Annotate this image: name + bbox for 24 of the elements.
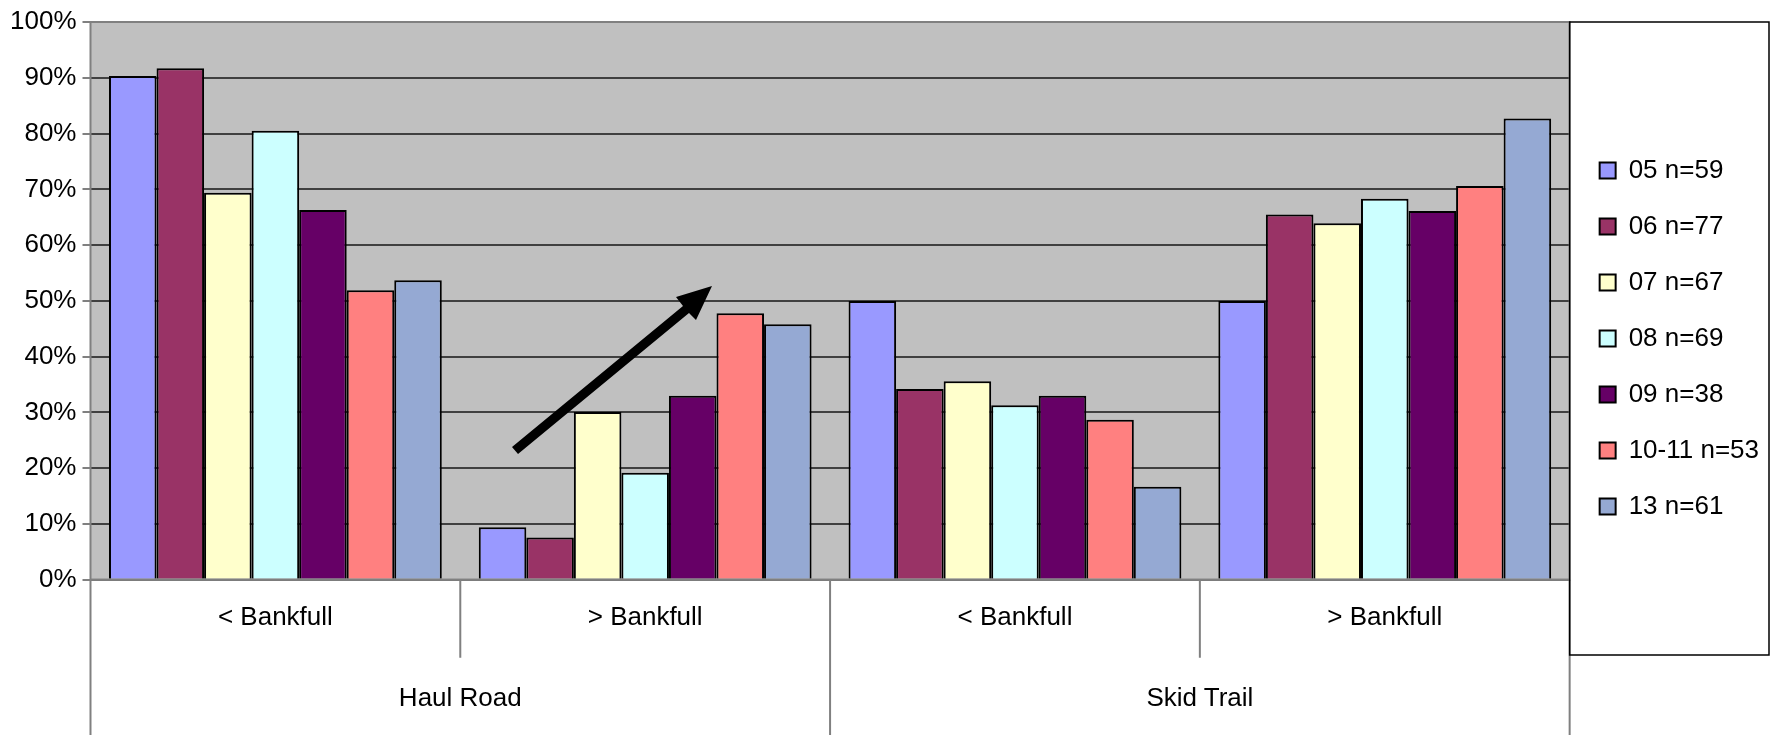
y-tick-label: 30% — [24, 395, 77, 426]
legend-label: 05 n=59 — [1628, 153, 1724, 184]
legend-label: 13 n=61 — [1628, 489, 1724, 520]
y-tick-label: 100% — [10, 5, 77, 36]
y-tick-label: 40% — [24, 339, 77, 370]
y-tick-label: 50% — [24, 284, 77, 315]
y-tick-label: 0% — [38, 562, 77, 593]
x-tick-label: < Bankfull — [217, 600, 333, 631]
y-tick-label: 10% — [24, 507, 77, 538]
y-tick-label: 70% — [24, 172, 77, 203]
x-tick-label: > Bankfull — [1327, 600, 1443, 631]
legend-label: 08 n=69 — [1628, 321, 1724, 352]
x-tick-label: < Bankfull — [957, 600, 1073, 631]
legend-label: 06 n=77 — [1628, 209, 1724, 240]
legend-label: 07 n=67 — [1628, 265, 1724, 296]
y-tick-label: 90% — [24, 60, 77, 91]
x-tick-label: > Bankfull — [587, 600, 703, 631]
y-tick-label: 60% — [24, 228, 77, 259]
y-tick-label: 80% — [24, 116, 77, 147]
legend-label: 09 n=38 — [1628, 377, 1724, 408]
y-tick-label: 20% — [24, 451, 77, 482]
legend-label: 10-11 n=53 — [1628, 433, 1759, 464]
text: Skid Trail — [1146, 681, 1254, 712]
text: Haul Road — [398, 681, 522, 712]
